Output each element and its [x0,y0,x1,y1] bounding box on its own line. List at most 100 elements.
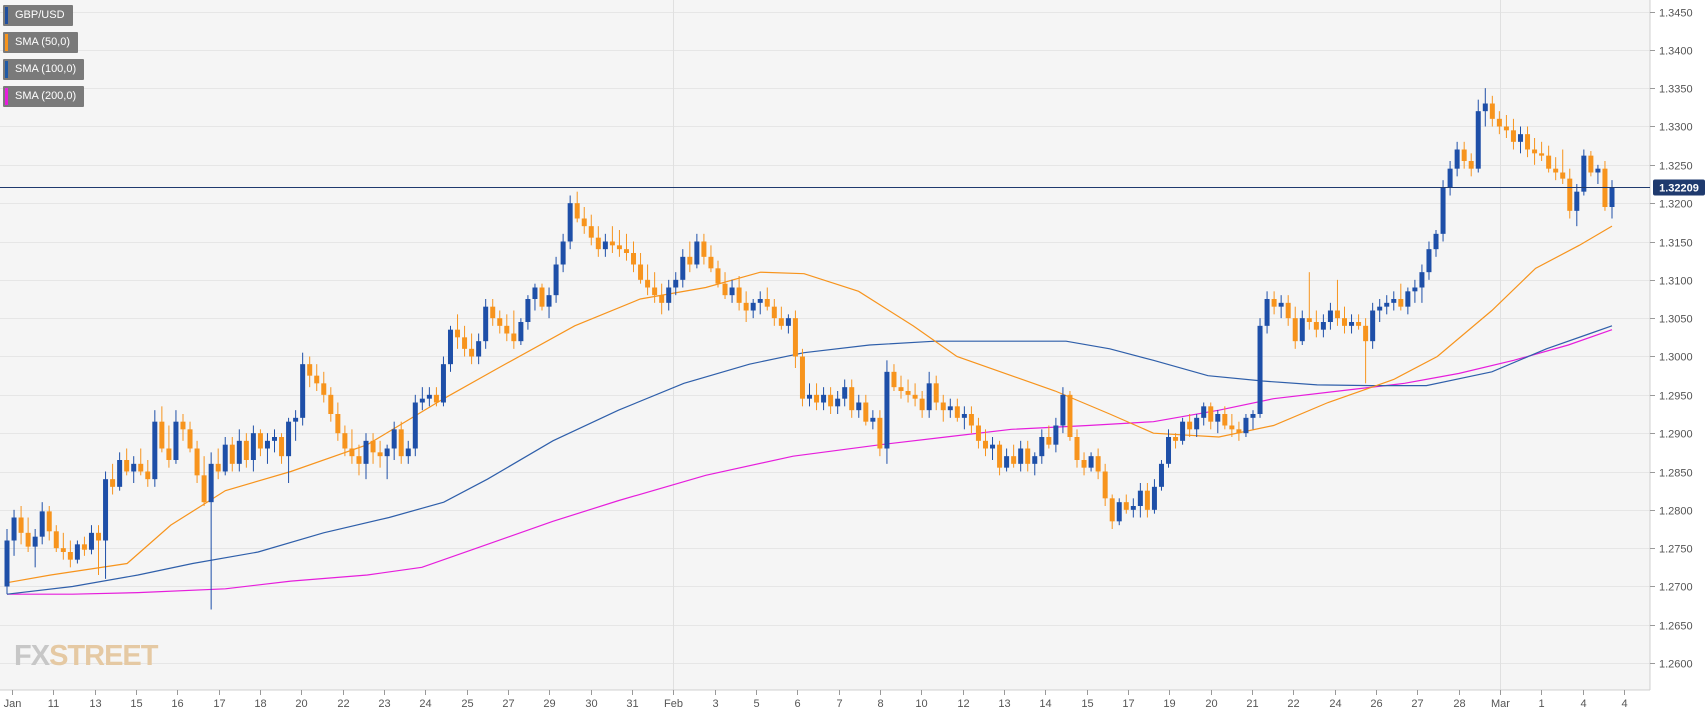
x-tick-label: 27 [1411,698,1423,710]
candle-body [194,448,200,476]
candle-body [1180,421,1186,441]
candle-body [1130,506,1136,510]
legend-sma-50[interactable]: SMA (50,0) [3,32,79,53]
candle-body [736,287,742,303]
x-tick-label: 8 [877,698,883,710]
candle-body [1461,149,1467,161]
candle-body [1539,153,1545,156]
y-tick-label: 1.2750 [1659,544,1693,556]
candle-body [321,383,327,395]
candle-body [1433,233,1439,250]
x-tick-label: 15 [1081,698,1093,710]
y-tick-label: 1.2900 [1659,429,1693,441]
candle-body [933,383,939,403]
x-tick-label: 28 [1453,698,1465,710]
candle-body [243,440,249,460]
candle-body [764,299,770,307]
candle-body [307,364,313,376]
candle-body [595,237,601,250]
candle-body [1588,155,1594,173]
candle-body [574,203,580,219]
candle-body [166,448,172,460]
candle-body [701,241,707,257]
candle-body [201,475,207,503]
candle-body [405,448,411,457]
y-tick-label: 1.2650 [1659,621,1693,633]
candle-body [1004,456,1010,468]
candle-body [631,253,637,265]
candle-body [1067,394,1073,437]
candle-body [588,226,594,238]
candle-body [4,540,10,587]
candle-body [546,295,552,307]
candle-body [342,433,348,449]
candle-body [694,241,700,265]
logo-street: STREET [49,640,158,672]
x-tick-label: 11 [48,698,59,710]
x-tick-label: 20 [1205,698,1217,710]
candle-body [1489,103,1495,119]
x-tick-label: 18 [254,698,266,710]
candle-body [518,322,524,342]
candle-body [1011,456,1017,464]
candle-body [905,391,911,395]
candle-body [145,471,151,480]
candle-body [891,371,897,388]
candle-body [1208,406,1214,422]
x-tick-label: 7 [836,698,842,710]
y-tick-label: 1.2800 [1659,506,1693,518]
candle-body [687,256,693,265]
candle-body [1313,322,1319,330]
sma-100-layer [6,325,1613,595]
candle-body [159,421,165,449]
x-tick-label: 5 [753,698,759,710]
candle-body [152,421,158,480]
candle-body [954,406,960,418]
candle-body [659,295,665,303]
candle-body [208,463,214,503]
candle-body [25,532,31,547]
candle-body [1116,502,1122,522]
candle-body [1088,456,1094,468]
legend-sma-200[interactable]: SMA (200,0) [3,86,85,107]
candle-body [560,241,566,265]
candle-body [1299,318,1305,342]
candle-body [990,444,996,449]
x-tick-label: 19 [1163,698,1175,710]
candle-body [1102,471,1108,499]
candle-body [715,268,721,284]
last-price-line-layer: 1.32209 [0,179,1705,196]
candle-body [567,203,573,242]
candle-body [1236,429,1242,434]
candle-body [272,437,277,441]
candle-body [1081,460,1087,468]
candle-body [673,279,679,288]
candle-body [53,531,59,549]
candle-body [264,440,270,449]
candle-body [257,433,263,449]
candle-body [476,341,482,357]
candle-body [1440,187,1446,234]
candle-body [103,479,109,541]
candle-body [356,456,362,464]
candle-body [884,371,890,449]
candle-body [483,306,489,342]
candle-body [877,417,883,449]
candle-body [863,402,869,422]
y-tick-label: 1.3200 [1659,199,1693,211]
candle-body [1151,486,1157,510]
candle-body [1503,126,1509,131]
candle-body [842,387,848,399]
candle-body [124,460,130,472]
candle-body [81,544,87,550]
candle-body [1327,310,1333,322]
candle-body [1018,448,1024,464]
candle-body [729,287,735,296]
x-tick-label: 15 [130,698,142,710]
legend-gbpusd[interactable]: GBP/USD [3,5,73,26]
legend-sma-100[interactable]: SMA (100,0) [3,59,85,80]
y-tick-label: 1.3100 [1659,276,1693,288]
candle-body [74,544,80,560]
candle-body [1173,437,1179,441]
candle-body [1517,134,1523,142]
